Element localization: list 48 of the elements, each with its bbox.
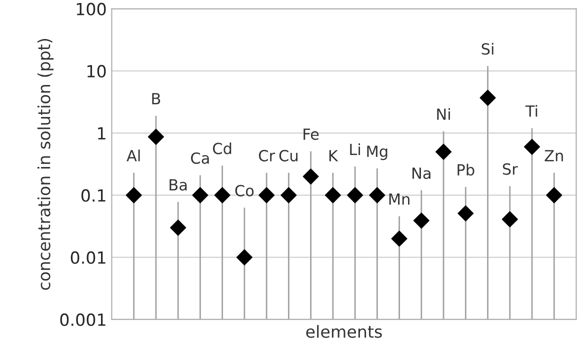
x-tick-label: Cr xyxy=(258,150,276,162)
x-tick-label: Ba xyxy=(170,179,187,191)
point xyxy=(324,187,341,204)
x-tick-label: Ca xyxy=(191,152,209,164)
y-tick-label: 100 xyxy=(76,2,106,16)
x-tick-label: Mn xyxy=(389,194,410,205)
x-tick-label: Co xyxy=(235,184,254,196)
x-tick-label: K xyxy=(329,150,338,162)
point xyxy=(126,187,142,204)
y-axis-title: concentration in solution (ppt) xyxy=(37,38,54,290)
x-tick-label: Mg xyxy=(367,146,388,160)
point xyxy=(391,230,408,247)
x-tick-label: Pb xyxy=(458,164,474,176)
x-tick-label: Li xyxy=(350,143,360,155)
point xyxy=(170,220,186,236)
y-tick-label: 0.01 xyxy=(70,251,106,264)
point xyxy=(192,187,208,204)
point xyxy=(502,211,518,228)
x-tick-label: Al xyxy=(126,150,140,162)
point xyxy=(458,205,474,222)
point xyxy=(413,212,430,229)
y-tick-label: 0.1 xyxy=(81,189,106,202)
x-tick-label: Sr xyxy=(502,163,518,175)
point xyxy=(369,187,386,204)
point xyxy=(524,138,540,155)
x-tick-label: Ti xyxy=(525,105,538,117)
x-tick-label: B xyxy=(152,93,160,104)
point xyxy=(302,168,319,185)
point xyxy=(258,187,275,204)
point xyxy=(236,249,252,266)
y-tick-label: 1 xyxy=(98,127,106,140)
x-axis-title: elements xyxy=(306,325,382,338)
x-tick-label: Si xyxy=(482,42,494,55)
point xyxy=(214,187,230,204)
x-tick-label: Cu xyxy=(279,150,298,162)
x-tick-label: Ni xyxy=(437,108,450,120)
point xyxy=(347,187,364,204)
x-tick-label: Cd xyxy=(212,142,232,154)
y-tick-label: 0.001 xyxy=(60,313,106,326)
point xyxy=(148,128,164,145)
y-tick-label: 10 xyxy=(87,64,106,78)
x-tick-label: Fe xyxy=(304,128,319,140)
point xyxy=(435,144,452,160)
point xyxy=(546,187,562,204)
x-tick-label: Zn xyxy=(544,150,563,162)
point xyxy=(280,187,297,204)
point xyxy=(480,90,496,106)
x-tick-label: Na xyxy=(412,168,430,179)
